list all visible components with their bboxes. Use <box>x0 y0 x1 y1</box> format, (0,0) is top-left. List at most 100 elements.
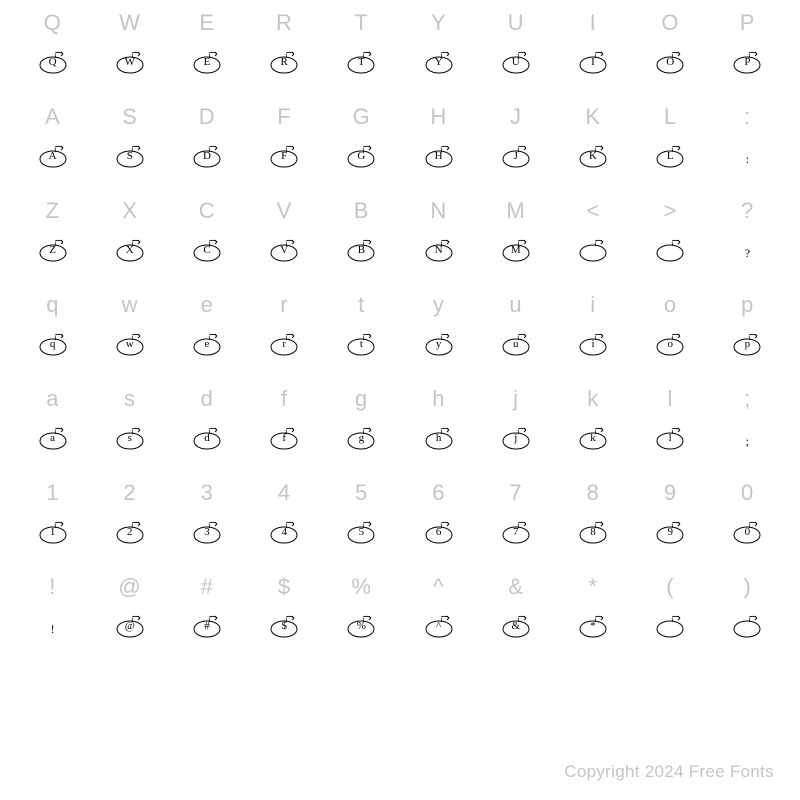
decorated-oval-icon: J <box>499 148 533 170</box>
charmap-label: # <box>201 570 214 604</box>
decorated-oval-icon: i <box>576 336 610 358</box>
charmap-label: 3 <box>201 476 214 510</box>
charmap-glyph: s <box>113 422 147 460</box>
charmap-glyph: C <box>190 234 224 272</box>
glyph-inner-char: G <box>344 151 378 162</box>
decorated-oval-icon: * <box>576 618 610 640</box>
charmap-glyph: 6 <box>422 516 456 554</box>
charmap-glyph: G <box>344 140 378 178</box>
charmap-label: L <box>664 100 677 134</box>
charmap-label: f <box>281 382 288 416</box>
decorated-oval-icon: u <box>499 336 533 358</box>
charmap-cell: 3 3 <box>168 476 245 570</box>
decorated-oval-icon: @ <box>113 618 147 640</box>
charmap-glyph: y <box>422 328 456 366</box>
decorated-oval-icon: r <box>267 336 301 358</box>
decorated-oval-icon: D <box>190 148 224 170</box>
decorated-oval-icon: R <box>267 54 301 76</box>
decorated-oval-icon: e <box>190 336 224 358</box>
glyph-inner-char: l <box>653 433 687 444</box>
charmap-cell: # # <box>168 570 245 664</box>
charmap-glyph: 7 <box>499 516 533 554</box>
charmap-label: e <box>201 288 214 322</box>
charmap-glyph: 1 <box>36 516 70 554</box>
charmap-label: 5 <box>355 476 368 510</box>
glyph-inner-char: 1 <box>36 527 70 538</box>
charmap-glyph: h <box>422 422 456 460</box>
glyph-inner-char: C <box>190 245 224 256</box>
charmap-cell: H H <box>400 100 477 194</box>
charmap-cell: O O <box>632 6 709 100</box>
charmap-cell: o o <box>632 288 709 382</box>
charmap-glyph: 4 <box>267 516 301 554</box>
decorated-oval-icon: 1 <box>36 524 70 546</box>
decorated-oval-icon: 4 <box>267 524 301 546</box>
charmap-cell: w w <box>91 288 168 382</box>
decorated-oval-icon: T <box>344 54 378 76</box>
charmap-cell: I I <box>554 6 631 100</box>
decorated-oval-icon: F <box>267 148 301 170</box>
charmap-cell: A A <box>14 100 91 194</box>
decorated-oval-icon: l <box>653 430 687 452</box>
glyph-inner-char: 7 <box>499 527 533 538</box>
charmap-cell: T T <box>323 6 400 100</box>
charmap-label: 9 <box>664 476 677 510</box>
charmap-label: ) <box>743 570 751 604</box>
charmap-glyph: 3 <box>190 516 224 554</box>
decorated-oval-icon: G <box>344 148 378 170</box>
charmap-cell: 8 8 <box>554 476 631 570</box>
charmap-label: K <box>585 100 600 134</box>
decorated-oval-icon: K <box>576 148 610 170</box>
charmap-glyph: 5 <box>344 516 378 554</box>
charmap-glyph: F <box>267 140 301 178</box>
decorated-oval-icon: V <box>267 242 301 264</box>
glyph-inner-char: O <box>653 57 687 68</box>
charmap-label: S <box>122 100 137 134</box>
charmap-glyph: A <box>36 140 70 178</box>
charmap-cell: F F <box>246 100 323 194</box>
charmap-cell: 9 9 <box>632 476 709 570</box>
decorated-oval-icon: & <box>499 618 533 640</box>
decorated-oval-icon: E <box>190 54 224 76</box>
charmap-glyph: # <box>190 610 224 648</box>
decorated-oval-icon: X <box>113 242 147 264</box>
charmap-glyph: k <box>576 422 610 460</box>
charmap-label: M <box>506 194 525 228</box>
charmap-glyph: o <box>653 328 687 366</box>
charmap-label: l <box>668 382 673 416</box>
glyph-inner-char: F <box>267 151 301 162</box>
glyph-inner-char: H <box>422 151 456 162</box>
charmap-label: Z <box>46 194 60 228</box>
charmap-label: 1 <box>46 476 59 510</box>
charmap-glyph: $ <box>267 610 301 648</box>
charmap-glyph: r <box>267 328 301 366</box>
charmap-cell: ;; <box>709 382 786 476</box>
charmap-label: : <box>744 100 751 134</box>
charmap-label: D <box>199 100 215 134</box>
charmap-label: U <box>508 6 524 40</box>
decorated-oval-icon: 8 <box>576 524 610 546</box>
character-map-grid: Q QW WE ER RT TY YU UI IO OP PA AS SD DF… <box>0 0 800 664</box>
decorated-oval-icon: N <box>422 242 456 264</box>
glyph-inner-char: J <box>499 151 533 162</box>
glyph-inner-char: j <box>499 433 533 444</box>
glyph-inner-char: g <box>344 433 378 444</box>
charmap-label: d <box>201 382 214 416</box>
charmap-glyph: @ <box>113 610 147 648</box>
charmap-label: 7 <box>509 476 522 510</box>
charmap-cell: U U <box>477 6 554 100</box>
glyph-inner-char: f <box>267 433 301 444</box>
glyph-inner-char: y <box>422 339 456 350</box>
charmap-label: * <box>588 570 597 604</box>
decorated-oval-icon: $ <box>267 618 301 640</box>
charmap-label: V <box>277 194 292 228</box>
glyph-inner-char: Q <box>36 57 70 68</box>
glyph-inner-char: N <box>422 245 456 256</box>
charmap-label: 6 <box>432 476 445 510</box>
glyph-inner-char: e <box>190 339 224 350</box>
charmap-label: O <box>661 6 679 40</box>
charmap-label: s <box>124 382 136 416</box>
charmap-label: r <box>280 288 288 322</box>
decorated-oval-icon: j <box>499 430 533 452</box>
decorated-oval-icon: 0 <box>730 524 764 546</box>
